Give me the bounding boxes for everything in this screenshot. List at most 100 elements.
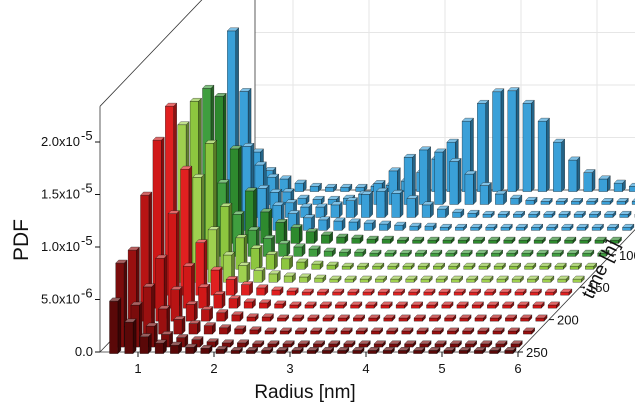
bar	[427, 236, 440, 244]
bar-front-face	[533, 240, 543, 244]
bar-front-face	[306, 350, 316, 354]
bar-top-face	[169, 341, 183, 346]
bar	[417, 262, 430, 270]
bar-top-face	[355, 184, 368, 188]
bar	[492, 88, 505, 192]
bar	[508, 262, 522, 270]
bar	[482, 210, 495, 218]
bar-front-face	[303, 217, 312, 231]
bar-top-face	[561, 224, 574, 228]
bar-front-face	[433, 266, 442, 270]
bar	[359, 275, 372, 283]
bar-top-face	[481, 275, 494, 280]
bar-top-face	[145, 322, 158, 327]
bar	[475, 249, 488, 257]
bar-top-face	[613, 179, 626, 184]
bar	[544, 288, 558, 296]
bar-front-face	[528, 214, 538, 218]
bar	[488, 236, 501, 244]
bar-top-face	[302, 214, 316, 218]
bar-top-face	[280, 255, 294, 259]
bar	[261, 346, 274, 354]
bar-top-face	[130, 301, 143, 306]
bar	[594, 236, 607, 244]
bar-front-face	[301, 291, 311, 296]
bar	[463, 262, 476, 270]
bar-top-face	[191, 336, 204, 340]
bar-top-face	[180, 165, 193, 170]
bar-top-face	[337, 347, 350, 351]
bar	[390, 275, 403, 283]
bar	[507, 87, 520, 192]
bar-front-face	[294, 183, 304, 192]
bar-front-face	[471, 304, 481, 309]
bar-top-face	[198, 283, 211, 288]
bar-top-face	[436, 205, 450, 210]
bar-top-face	[261, 313, 274, 318]
bar-top-face	[591, 224, 604, 228]
bar-top-face	[508, 262, 522, 267]
bar-front-face	[351, 237, 361, 244]
bar-top-face	[228, 295, 241, 299]
bar-front-face	[394, 225, 404, 231]
bar-top-face	[543, 211, 556, 215]
bar-top-face	[424, 222, 437, 227]
bar-top-face	[284, 199, 298, 203]
x-tick-label: 2	[210, 361, 217, 376]
bar-top-face	[276, 314, 290, 319]
bar-front-face	[495, 193, 504, 205]
bar-front-face	[531, 227, 540, 231]
bar	[351, 234, 364, 244]
x-axis-title: Radius [nm]	[254, 382, 355, 403]
bar-front-face	[507, 90, 517, 192]
y-tick-label: 2.0x10	[41, 134, 80, 149]
bar-front-face	[438, 291, 448, 296]
bar-front-face	[536, 253, 546, 257]
bar-top-face	[558, 211, 571, 215]
bar	[396, 236, 410, 244]
bar-front-face	[372, 266, 382, 270]
bar	[514, 288, 527, 296]
bar-front-face	[333, 220, 343, 231]
bar-top-face	[271, 286, 284, 291]
bar-front-face	[480, 343, 490, 348]
bar-front-face	[307, 317, 317, 322]
bar	[502, 301, 515, 309]
bar-front-face	[228, 298, 238, 309]
bar-top-face	[378, 220, 392, 225]
bar-top-face	[351, 234, 364, 239]
bar-top-face	[504, 314, 518, 319]
bar-top-face	[373, 180, 386, 184]
bar-side-face	[219, 266, 223, 296]
bar-top-face	[459, 314, 472, 319]
y-axis-title: PDF	[10, 219, 33, 261]
bar-front-face	[467, 213, 477, 218]
bar	[377, 288, 390, 296]
bar-top-face	[402, 262, 415, 267]
bar	[271, 286, 284, 296]
bar-top-face	[243, 298, 256, 303]
bar	[350, 301, 363, 309]
bar-side-face	[354, 197, 358, 218]
bar-front-face	[361, 194, 370, 218]
bar-top-face	[521, 249, 534, 254]
bar-front-face	[510, 198, 520, 205]
bar-front-face	[339, 252, 348, 257]
bar-top-face	[222, 251, 236, 256]
bar-front-face	[386, 330, 396, 335]
bar	[464, 170, 477, 205]
bar-front-face	[496, 278, 506, 283]
bar-front-face	[489, 350, 499, 354]
bar-top-face	[329, 275, 342, 280]
bar	[499, 288, 512, 296]
bar-top-face	[262, 235, 276, 239]
bar-front-face	[505, 317, 514, 322]
bar	[510, 194, 523, 205]
bar-top-face	[544, 288, 558, 293]
bar	[597, 249, 610, 257]
bar-top-face	[343, 340, 356, 345]
bar-front-face	[296, 261, 306, 270]
bar-top-face	[573, 211, 586, 215]
bar-top-face	[399, 249, 412, 254]
bar-front-face	[462, 330, 472, 335]
